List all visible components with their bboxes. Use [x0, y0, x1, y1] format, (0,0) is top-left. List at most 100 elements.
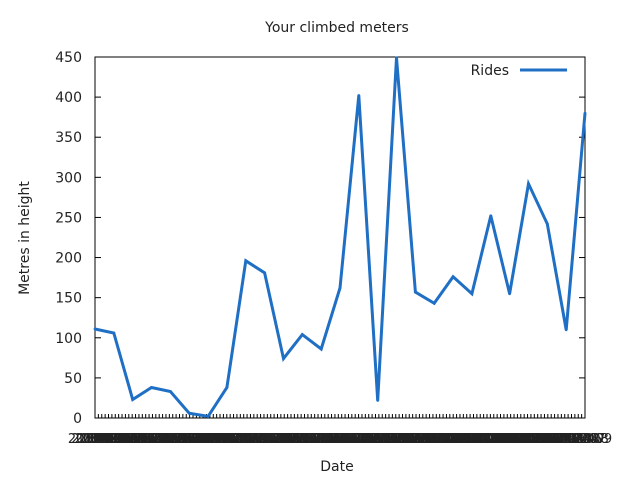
y-tick-label: 300	[55, 170, 82, 186]
x-tick-label: 2023-07	[551, 432, 605, 447]
x-tick-label: 2019-01	[369, 432, 423, 447]
x-tick-label: 2013-03	[132, 432, 186, 447]
x-tick-label: 2012-12	[122, 432, 176, 447]
x-tick-label: 2021-08	[473, 432, 527, 447]
x-tick-label: 2016-07	[267, 432, 321, 447]
data-point-rides	[300, 333, 304, 336]
x-tick-label: 2023-06	[548, 432, 602, 447]
x-tick-label: 2023-02	[534, 432, 588, 447]
x-tick-label: 2016-10	[277, 432, 331, 447]
x-tick-label: 2016-09	[274, 432, 328, 447]
x-tick-label: 2020-02	[413, 432, 467, 447]
x-tick-label: 2014-08	[189, 432, 243, 447]
data-point-rides	[319, 347, 323, 351]
data-point-rides	[244, 259, 248, 263]
x-tick-label: 2020-08	[433, 432, 487, 447]
x-tick-label: 2017-01	[287, 432, 341, 447]
x-tick-label: 2022-03	[497, 432, 551, 447]
x-tick-label: 2023-08	[554, 432, 608, 447]
x-tick-label: 2013-01	[125, 432, 179, 447]
data-point-rides	[583, 111, 587, 115]
x-tick-label: 2018-05	[342, 432, 396, 447]
x-tick-label: 2014-07	[186, 432, 240, 447]
data-point-rides	[263, 271, 266, 275]
x-tick-label: 2012-05	[98, 432, 152, 447]
x-tick-label: 2022-07	[511, 432, 565, 447]
x-tick-label: 2019-06	[385, 432, 439, 447]
x-tick-label: 2019-12	[406, 432, 460, 447]
x-tick-label: 2015-12	[244, 432, 298, 447]
x-tick-label: 2011-11	[78, 432, 132, 447]
x-tick-label: 2013-07	[146, 432, 200, 447]
x-tick-label: 2016-03	[254, 432, 308, 447]
data-point-rides	[338, 286, 342, 290]
x-tick-label: 2021-10	[480, 432, 534, 447]
data-point-rides	[225, 386, 229, 389]
x-tick-label: 2015-02	[210, 432, 264, 447]
x-tick-label: 2015-03	[213, 432, 267, 447]
data-point-rides	[357, 94, 361, 97]
data-point-rides	[376, 399, 380, 402]
x-tick-label: 2020-05	[423, 432, 477, 447]
data-point-rides	[545, 222, 549, 226]
x-tick-label: 2018-10	[358, 432, 412, 447]
data-point-rides	[470, 292, 474, 296]
y-axis: 0 50 100 150 200 250 300 350 400 450	[55, 50, 585, 427]
x-tick-label: 2016-05	[260, 432, 314, 447]
x-tick-label: 2018-02	[331, 432, 385, 447]
x-tick-label: 2013-05	[139, 432, 193, 447]
x-tick-label: 2021-03	[456, 432, 510, 447]
x-tick-label: 2021-12	[487, 432, 541, 447]
x-tick-label: 2021-11	[483, 432, 537, 447]
x-tick-label: 2015-07	[227, 432, 281, 447]
x-tick-label: 2015-06	[223, 432, 277, 447]
x-tick-label: 2012-02	[88, 432, 142, 447]
y-tick-label: 200	[55, 251, 82, 267]
x-tick-label: 2019-07	[389, 432, 443, 447]
y-tick-label: 50	[64, 371, 82, 387]
x-tick-label: 2018-11	[362, 432, 416, 447]
x-tick-label: 2021-09	[477, 432, 531, 447]
x-tick-label: 2017-05	[301, 432, 355, 447]
x-tick-label: 2014-03	[173, 432, 227, 447]
x-tick-label: 2013-09	[152, 432, 206, 447]
x-tick-label: 2022-04	[500, 432, 554, 447]
x-tick-label: 2014-04	[176, 432, 230, 447]
x-axis-label: Date	[320, 459, 353, 475]
data-point-rides	[112, 331, 116, 335]
x-tick-label: 2020-12	[446, 432, 500, 447]
x-tick-label: 2017-06	[304, 432, 358, 447]
x-tick-label: 2012-01	[85, 432, 139, 447]
x-tick-label: 2023-01	[531, 432, 585, 447]
x-tick-label: 2012-08	[108, 432, 162, 447]
x-tick-label: 2017-04	[298, 432, 352, 447]
x-tick-label: 2013-10	[156, 432, 210, 447]
x-tick-label: 2018-06	[345, 432, 399, 447]
y-tick-label: 450	[55, 50, 82, 66]
x-tick-label: 2021-01	[450, 432, 504, 447]
x-tick-label: 2013-11	[159, 432, 213, 447]
data-point-rides	[150, 386, 153, 389]
x-tick-label: 2015-05	[220, 432, 274, 447]
x-tick-label: 2022-10	[521, 432, 575, 447]
x-tick-label: 2023-05	[544, 432, 598, 447]
series-points	[93, 56, 587, 418]
x-tick-label: 2011-09	[71, 432, 125, 447]
x-tick-label: 2020-10	[440, 432, 494, 447]
y-tick-label: 350	[55, 130, 82, 146]
x-tick-label: 2020-07	[429, 432, 483, 447]
x-tick-label: 2011-08	[68, 432, 122, 447]
legend: Rides	[471, 63, 567, 79]
x-tick-label: 2019-08	[392, 432, 446, 447]
x-tick-label: 2012-10	[115, 432, 169, 447]
data-point-rides	[508, 292, 511, 296]
x-tick-label: 2016-01	[247, 432, 301, 447]
x-tick-label: 2018-03	[335, 432, 389, 447]
data-point-rides	[489, 214, 493, 218]
x-tick-label: 2016-11	[281, 432, 335, 447]
x-tick-label: 2014-09	[193, 432, 247, 447]
x-tick-label: 2023-03	[538, 432, 592, 447]
x-tick-label: 2016-06	[264, 432, 318, 447]
x-tick-label: 2022-02	[494, 432, 548, 447]
